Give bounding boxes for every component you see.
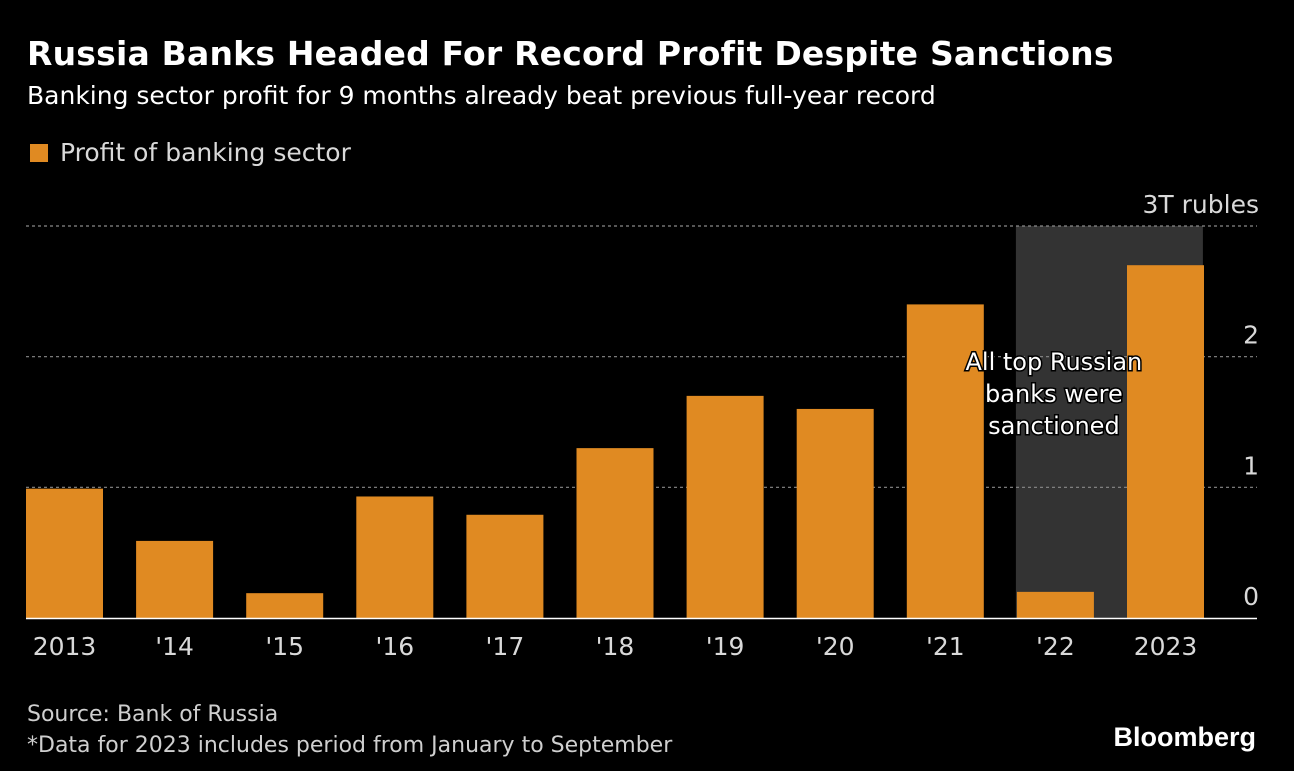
x-tick-label: '19: [706, 632, 745, 661]
bar-15: [246, 593, 324, 618]
x-tick-label: 2023: [1134, 632, 1198, 661]
bar-14: [136, 540, 214, 618]
annotation-text: banks were: [985, 380, 1123, 408]
x-tick-label: '20: [816, 632, 855, 661]
source-note: Source: Bank of Russia *Data for 2023 in…: [27, 699, 672, 761]
x-tick-label: '14: [155, 632, 194, 661]
y-tick-label: 3T rubles: [1143, 190, 1259, 219]
legend: Profit of banking sector: [30, 138, 351, 167]
bar-16: [356, 496, 434, 618]
x-tick-label: '21: [926, 632, 965, 661]
bar-22: [1016, 591, 1094, 618]
x-tick-label: '17: [486, 632, 525, 661]
x-tick-label: '22: [1036, 632, 1075, 661]
bar-18: [576, 448, 654, 618]
annotation-text: sanctioned: [988, 412, 1120, 440]
bar-19: [686, 395, 764, 618]
annotation-text: All top Russian: [966, 348, 1143, 376]
bar-2023: [1127, 265, 1204, 618]
legend-label: Profit of banking sector: [60, 138, 351, 167]
bloomberg-logo: Bloomberg: [1113, 722, 1256, 752]
bar-17: [466, 514, 544, 618]
chart-title: Russia Banks Headed For Record Profit De…: [27, 34, 1114, 73]
y-tick-label: 0: [1243, 582, 1259, 611]
source-text: Source: Bank of Russia: [27, 702, 279, 727]
bar-2013: [26, 488, 103, 618]
y-tick-label: 2: [1243, 321, 1259, 350]
bar-21: [906, 304, 984, 618]
y-tick-label: 1: [1243, 451, 1259, 480]
chart-subtitle: Banking sector profit for 9 months alrea…: [27, 81, 936, 110]
x-tick-label: '16: [375, 632, 414, 661]
x-tick-label: '15: [265, 632, 304, 661]
footnote-text: *Data for 2023 includes period from Janu…: [27, 733, 673, 758]
bar-20: [796, 408, 874, 618]
legend-swatch: [30, 143, 48, 162]
x-tick-label: '18: [596, 632, 635, 661]
x-tick-label: 2013: [33, 632, 97, 661]
